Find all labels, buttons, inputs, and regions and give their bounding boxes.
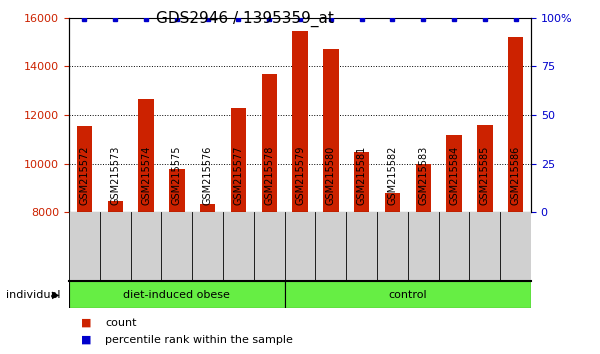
Bar xyxy=(446,135,462,212)
Bar xyxy=(69,281,284,308)
Bar xyxy=(284,281,531,308)
Bar xyxy=(415,164,431,212)
Text: individual: individual xyxy=(6,290,61,300)
Text: ▶: ▶ xyxy=(52,290,60,300)
Bar xyxy=(139,99,154,212)
Text: count: count xyxy=(105,318,137,328)
Text: GDS2946 / 1395359_at: GDS2946 / 1395359_at xyxy=(155,11,334,27)
Bar xyxy=(200,204,215,212)
Bar xyxy=(323,49,338,212)
Bar xyxy=(231,108,246,212)
Text: diet-induced obese: diet-induced obese xyxy=(124,290,230,300)
Bar xyxy=(77,126,92,212)
Text: control: control xyxy=(388,290,427,300)
Bar xyxy=(477,125,493,212)
Text: ■: ■ xyxy=(81,318,91,328)
Bar xyxy=(354,152,369,212)
Bar xyxy=(107,201,123,212)
Bar xyxy=(262,74,277,212)
Bar xyxy=(169,169,185,212)
Text: ■: ■ xyxy=(81,335,91,345)
Text: percentile rank within the sample: percentile rank within the sample xyxy=(105,335,293,345)
Bar xyxy=(508,37,523,212)
Bar xyxy=(385,193,400,212)
Bar xyxy=(292,31,308,212)
